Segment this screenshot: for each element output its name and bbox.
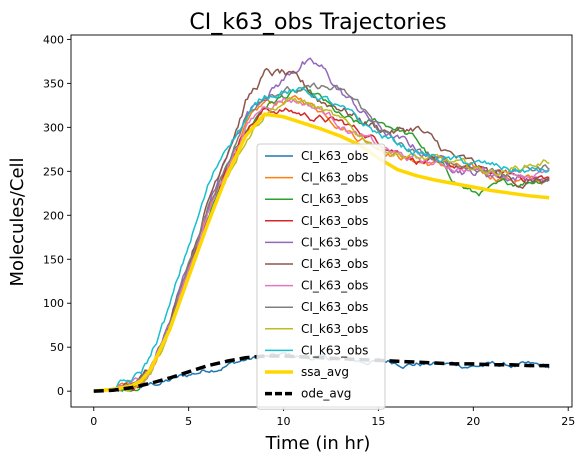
y-tick-label: 350 <box>43 77 64 90</box>
y-tick-label: 300 <box>43 121 64 134</box>
x-tick-label: 25 <box>561 415 575 428</box>
y-tick-label: 0 <box>57 385 64 398</box>
series-line-11 <box>93 112 550 393</box>
x-axis-title: Time (in hr) <box>265 433 371 454</box>
legend-entry: CI_k63_obs <box>301 235 368 249</box>
legend-entry: CI_k63_obs <box>301 343 368 357</box>
legend-entry: CI_k63_obs <box>301 322 368 336</box>
series-line-10 <box>93 87 550 392</box>
y-tick-label: 150 <box>43 253 64 266</box>
x-tick-label: 15 <box>371 415 385 428</box>
legend-box <box>256 143 386 410</box>
legend-entry: CI_k63_obs <box>301 279 368 293</box>
legend-entry: CI_k63_obs <box>301 192 368 206</box>
x-tick-label: 10 <box>277 415 291 428</box>
y-tick-label: 200 <box>43 209 64 222</box>
chart-title: CI_k63_obs Trajectories <box>189 10 446 35</box>
y-tick-label: 100 <box>43 297 64 310</box>
legend-entry: CI_k63_obs <box>301 214 368 228</box>
legend-entry: CI_k63_obs <box>301 171 368 185</box>
series-layer <box>93 57 550 393</box>
legend-entry: ode_avg <box>301 387 351 401</box>
legend-entry: CI_k63_obs <box>301 149 368 163</box>
legend-entry: ssa_avg <box>301 365 349 379</box>
x-tick-label: 5 <box>185 415 192 428</box>
legend: CI_k63_obs CI_k63_obs CI_k63_obs CI_k63_obs… <box>256 143 386 410</box>
legend-entry: CI_k63_obs <box>301 300 368 314</box>
y-tick-label: 50 <box>50 341 64 354</box>
x-tick-label: 20 <box>466 415 480 428</box>
y-tick-label: 250 <box>43 165 64 178</box>
x-tick-label: 0 <box>90 415 97 428</box>
legend-entry: CI_k63_obs <box>301 257 368 271</box>
y-axis-title: Molecules/Cell <box>7 157 28 286</box>
y-tick-label: 400 <box>43 33 64 46</box>
